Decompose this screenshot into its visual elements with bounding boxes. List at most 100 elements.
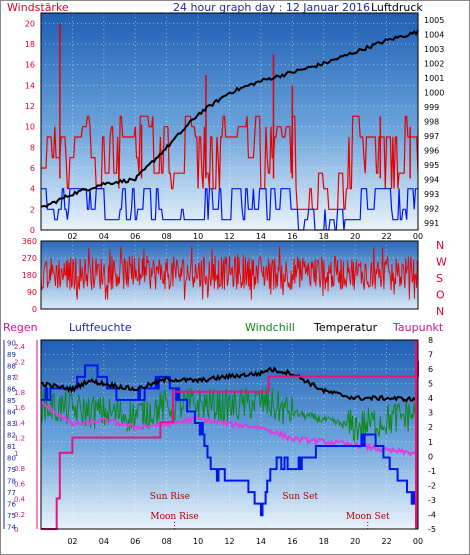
humidity-tick: 82 <box>7 432 16 440</box>
humidity-tick: 90 <box>7 339 16 347</box>
panel2-left-tick: 0 <box>32 305 37 314</box>
panel2-frame <box>40 240 419 310</box>
panel1-axes: 0246810121416182099199299399499599699799… <box>25 12 444 241</box>
panel3-x-tick: 08 <box>162 537 172 546</box>
panel3-x-tick: 02 <box>67 537 77 546</box>
panel3-series <box>40 340 419 530</box>
dewpoint-label: Taupunkt <box>392 321 444 334</box>
humidity-tick: 74 <box>7 524 16 532</box>
panel2-left-tick: 90 <box>27 288 37 297</box>
panel1-frame <box>40 12 419 231</box>
panel3-x-tick: 04 <box>99 537 109 546</box>
rain-label: Regen <box>3 321 38 334</box>
temperature-line <box>40 366 419 403</box>
windchill-line <box>40 386 419 443</box>
humidity-tick: 78 <box>7 478 16 486</box>
panel1-right-tick: 1001 <box>424 74 444 83</box>
panel1-left-tick: 2 <box>30 205 35 214</box>
rain-tick: 2.4 <box>14 343 26 351</box>
humidity-tick: 89 <box>7 351 16 359</box>
panel3-x-tick: 06 <box>130 537 140 546</box>
panel1-right-tick: 991 <box>424 219 439 228</box>
wind-strength-label: Windstärke <box>7 1 69 14</box>
panel1-right-tick: 998 <box>424 118 439 127</box>
rain-tick: 1 <box>14 450 18 458</box>
panel1-left-tick: 20 <box>25 19 35 28</box>
rain-tick: 2.2 <box>14 358 25 366</box>
humidity-tick: 88 <box>7 362 16 370</box>
panel1-left-tick: 8 <box>30 143 35 152</box>
temp-tick: 2 <box>428 423 433 432</box>
panel1-right-tick: 1000 <box>424 89 444 98</box>
wind-speed-series <box>41 23 419 231</box>
wind-gust-line <box>41 115 419 210</box>
temp-tick: 0 <box>428 452 433 461</box>
rain-line <box>41 361 419 530</box>
panel1-x-tick: 06 <box>130 232 140 241</box>
panel1-x-tick: 08 <box>162 232 172 241</box>
temp-tick: -1 <box>428 467 436 476</box>
panel1-x-tick: 00 <box>413 232 423 241</box>
panel1-right-tick: 997 <box>424 132 439 141</box>
rain-tick: 1.6 <box>14 404 26 412</box>
rain-tick: 0.4 <box>14 496 26 504</box>
panel1-right-tick: 1004 <box>424 31 444 40</box>
compass-label: N <box>436 239 444 252</box>
windchill-label: Windchill <box>245 321 295 334</box>
panel1-left-tick: 14 <box>25 81 35 90</box>
panel3-x-tick: 18 <box>319 537 329 546</box>
humidity-tick: 76 <box>7 501 16 509</box>
humidity-tick: 87 <box>7 374 16 382</box>
pressure-line <box>40 29 419 208</box>
humidity-tick: 84 <box>7 408 16 416</box>
panel1-grid <box>41 13 419 231</box>
panel3-x-tick: 22 <box>381 537 391 546</box>
panel1-x-tick: 22 <box>381 232 391 241</box>
panel2-left-tick: 180 <box>22 271 37 280</box>
wind-speed-line <box>41 188 418 231</box>
rain-tick: 1.4 <box>14 419 26 427</box>
panel3-x-tick: 16 <box>287 537 297 546</box>
pressure-label: Luftdruck <box>371 1 423 14</box>
humidity-tick: 80 <box>7 455 16 463</box>
panel1-x-tick: 16 <box>287 232 297 241</box>
panel1-right-tick: 1005 <box>424 16 444 25</box>
panel1-x-tick: 14 <box>256 232 266 241</box>
panel1-right-tick: 995 <box>424 161 439 170</box>
panel1-x-tick: 12 <box>224 232 234 241</box>
panel1-x-tick: 20 <box>350 232 360 241</box>
panel1-right-tick: 994 <box>424 175 439 184</box>
panel1-x-tick: 04 <box>99 232 109 241</box>
chart-title: 24 hour graph day : 12 Januar 2016 <box>173 1 370 14</box>
panel1-right-tick: 996 <box>424 146 439 155</box>
panel2-left-tick: 270 <box>22 254 37 263</box>
panel3-x-tick: 12 <box>224 537 234 546</box>
panel1-x-tick: 18 <box>319 232 329 241</box>
panel1-left-tick: 10 <box>25 123 35 132</box>
wind-direction-line <box>40 246 419 300</box>
panel3-x-tick: 00 <box>413 537 423 546</box>
humidity-tick: 81 <box>7 443 16 451</box>
panel1-right-tick: 999 <box>424 103 439 112</box>
humidity-tick: 79 <box>7 466 16 474</box>
compass-label: W <box>436 256 447 269</box>
humidity-tick: 77 <box>7 489 16 497</box>
panel3-x-tick: 20 <box>350 537 360 546</box>
compass-label: O <box>436 289 445 302</box>
temp-tick: 7 <box>428 351 433 360</box>
rain-tick: 0 <box>14 526 18 534</box>
panel1-right-tick: 1003 <box>424 45 444 54</box>
panel1-right-tick: 993 <box>424 190 439 199</box>
humidity-tick: 85 <box>7 397 16 405</box>
panel3-axes: -5-4-3-2-101234567800.20.40.60.811.21.41… <box>3 336 436 546</box>
compass-label: N <box>436 305 444 318</box>
event-label: Sun Rise <box>150 492 190 502</box>
humidity-label: Luftfeuchte <box>69 321 132 334</box>
panel2-left-tick: 360 <box>22 237 37 246</box>
temp-tick: 4 <box>428 394 433 403</box>
temp-tick: 8 <box>428 336 433 345</box>
humidity-tick: 75 <box>7 512 16 520</box>
humidity-tick: 83 <box>7 420 16 428</box>
rain-tick: 1.2 <box>14 435 25 443</box>
